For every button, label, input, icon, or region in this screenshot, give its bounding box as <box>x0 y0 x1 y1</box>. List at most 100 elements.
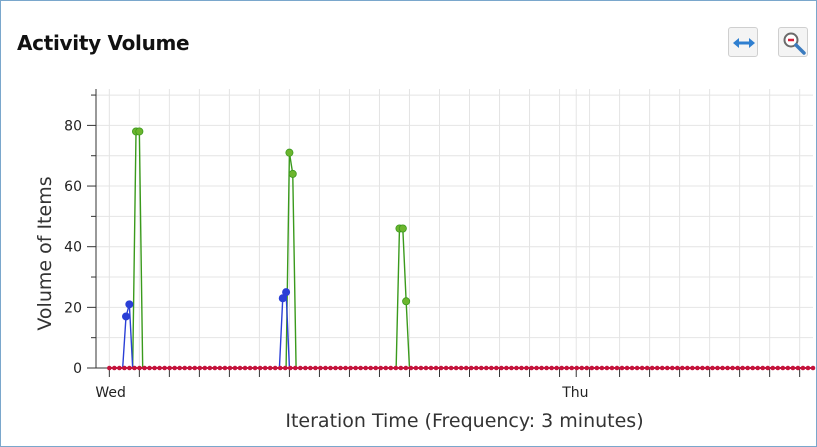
data-point <box>745 365 750 371</box>
data-point <box>499 365 504 371</box>
data-point <box>639 365 645 371</box>
data-point <box>584 365 590 371</box>
data-point <box>659 365 665 371</box>
series-1 <box>121 288 291 369</box>
data-point <box>740 365 745 371</box>
data-point <box>765 365 771 371</box>
data-point <box>514 365 519 371</box>
data-point <box>132 365 137 371</box>
data-point <box>107 365 112 371</box>
data-point <box>242 365 248 371</box>
data-point <box>463 365 469 371</box>
data-point <box>720 365 725 371</box>
data-point <box>619 365 625 371</box>
data-point <box>559 365 564 371</box>
data-point <box>755 365 761 371</box>
data-point <box>207 365 213 371</box>
data-point <box>690 365 695 371</box>
y-tick-label: 40 <box>64 240 82 256</box>
data-point <box>790 365 796 371</box>
data-point <box>167 365 172 371</box>
data-point <box>402 297 411 306</box>
data-point <box>484 365 489 371</box>
data-point <box>775 365 781 371</box>
data-point <box>112 365 117 371</box>
data-point <box>237 365 243 371</box>
data-point <box>494 365 499 371</box>
data-point <box>443 365 449 371</box>
data-point <box>644 365 650 371</box>
data-point <box>217 365 223 371</box>
data-point <box>142 365 147 371</box>
data-point <box>695 365 700 371</box>
data-point <box>534 365 539 371</box>
data-point <box>137 365 142 371</box>
data-point <box>122 312 131 321</box>
zoom-out-button[interactable] <box>778 27 808 57</box>
x-tick-label: Wed <box>95 385 126 401</box>
data-point <box>710 365 715 371</box>
data-point <box>262 365 268 371</box>
data-point <box>705 365 710 371</box>
data-point <box>529 365 534 371</box>
axes <box>87 89 813 377</box>
y-tick-label: 60 <box>64 179 82 195</box>
data-point <box>222 365 228 371</box>
data-point <box>609 365 615 371</box>
data-point <box>293 365 298 371</box>
y-tick-label: 80 <box>64 118 82 134</box>
data-point <box>685 365 690 371</box>
data-point <box>285 148 294 157</box>
data-point <box>589 365 595 371</box>
data-point <box>247 365 253 371</box>
data-point <box>122 365 127 371</box>
data-point <box>760 365 766 371</box>
data-point <box>398 224 407 233</box>
data-point <box>504 365 509 371</box>
data-point <box>539 365 544 371</box>
data-point <box>554 365 559 371</box>
data-point <box>125 300 134 309</box>
data-point <box>212 365 218 371</box>
horizontal-arrows-icon <box>733 38 755 48</box>
data-point <box>413 365 419 371</box>
data-point <box>328 365 333 371</box>
data-point <box>509 365 514 371</box>
data-point <box>438 365 444 371</box>
grid <box>96 89 813 369</box>
data-point <box>805 365 811 371</box>
data-point <box>634 365 640 371</box>
series-line <box>121 289 291 369</box>
y-tick-label: 20 <box>64 300 82 316</box>
data-point <box>624 365 630 371</box>
data-point <box>323 365 328 371</box>
pan-button[interactable] <box>728 27 758 57</box>
y-axis-title: Volume of Items <box>34 176 56 330</box>
data-point <box>594 365 600 371</box>
data-point <box>750 365 755 371</box>
data-point <box>549 365 554 371</box>
data-point <box>614 365 620 371</box>
data-point <box>785 365 791 371</box>
data-point <box>157 365 162 371</box>
data-point <box>564 365 570 371</box>
data-point <box>408 365 414 371</box>
data-point <box>308 365 313 371</box>
data-point <box>147 365 152 371</box>
data-point <box>423 365 429 371</box>
data-point <box>715 365 720 371</box>
data-point <box>288 169 297 178</box>
data-point <box>177 365 183 371</box>
data-point <box>468 365 474 371</box>
data-point <box>428 365 434 371</box>
data-point <box>649 365 655 371</box>
data-point <box>730 365 735 371</box>
data-point <box>574 365 580 371</box>
data-point <box>197 365 203 371</box>
data-point <box>403 365 409 371</box>
series-layer <box>107 127 816 371</box>
data-point <box>287 365 293 371</box>
data-point <box>135 127 144 136</box>
